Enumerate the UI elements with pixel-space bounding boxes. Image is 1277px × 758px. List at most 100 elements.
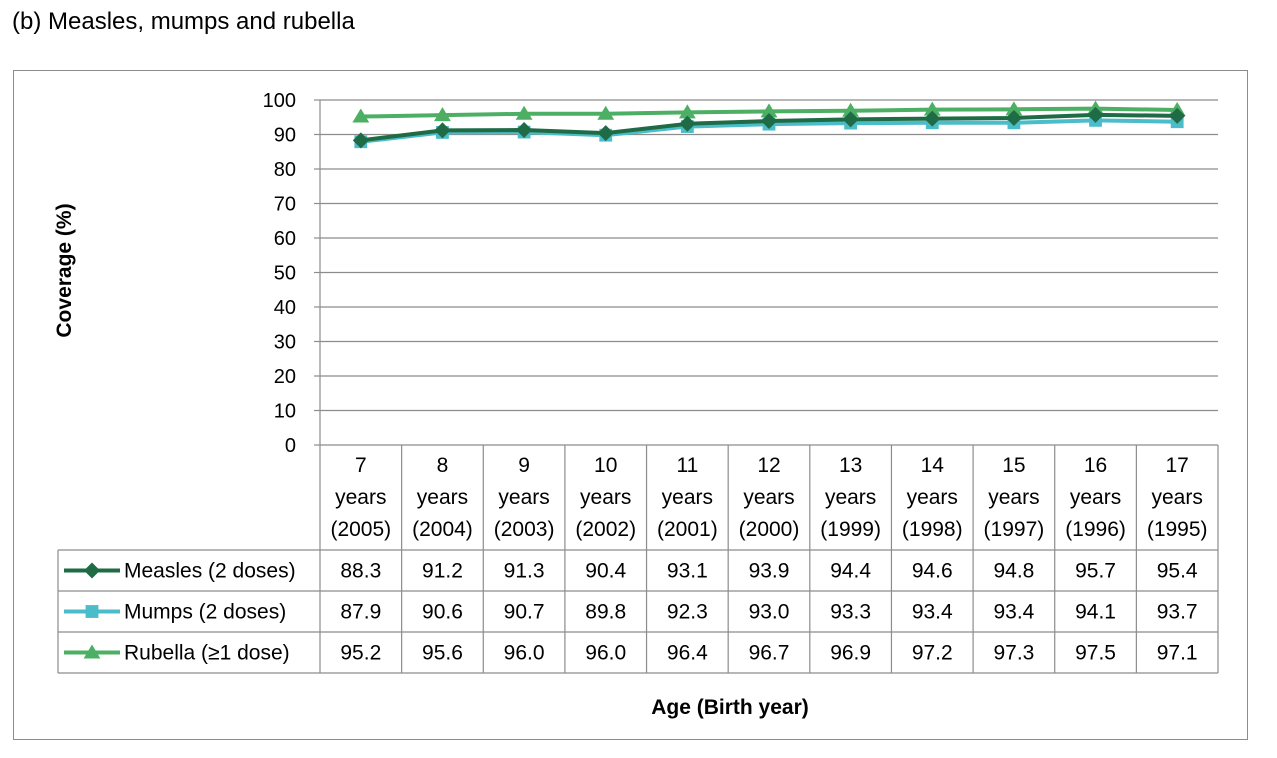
table-value: 94.4: [830, 560, 871, 583]
y-tick-label: 100: [263, 90, 296, 112]
data-point: [84, 562, 100, 579]
table-value: 93.7: [1157, 601, 1198, 624]
y-tick-label: 90: [274, 125, 296, 147]
table-value: 93.9: [749, 560, 790, 583]
table-value: 87.9: [340, 601, 381, 624]
table-value: 96.0: [504, 642, 545, 665]
legend-series-name: Mumps (2 doses): [124, 601, 286, 624]
data-point: [597, 125, 614, 142]
data-point: [1169, 107, 1186, 124]
data-point: [597, 105, 615, 120]
category-unit-label: years: [498, 486, 549, 509]
category-year-label: (2003): [494, 518, 555, 541]
table-value: 95.2: [340, 642, 381, 665]
table-value: 95.7: [1075, 560, 1116, 583]
category-age-label: 11: [676, 454, 698, 477]
data-point: [761, 113, 777, 130]
category-year-label: (2001): [657, 518, 718, 541]
legend-series-name: Rubella (≥1 dose): [124, 642, 290, 665]
category-unit-label: years: [417, 486, 468, 509]
table-value: 91.3: [504, 560, 545, 583]
category-age-label: 10: [594, 454, 617, 477]
data-point: [434, 107, 451, 122]
table-value: 97.1: [1157, 642, 1198, 665]
category-year-label: (2000): [739, 518, 800, 541]
data-point: [1005, 101, 1023, 116]
table-value: 90.7: [504, 601, 545, 624]
table-value: 90.4: [585, 560, 626, 583]
data-point: [434, 122, 451, 139]
data-point: [923, 101, 941, 116]
table-value: 96.4: [667, 642, 708, 665]
category-year-label: (1995): [1147, 518, 1208, 541]
table-value: 93.3: [830, 601, 871, 624]
data-point: [352, 132, 369, 149]
data-point: [516, 122, 533, 139]
category-unit-label: years: [988, 486, 1039, 509]
table-value: 97.2: [912, 642, 953, 665]
category-age-label: 16: [1084, 454, 1107, 477]
table-value: 96.7: [749, 642, 790, 665]
category-unit-label: years: [580, 486, 631, 509]
y-axis-label: Coverage (%): [53, 203, 76, 337]
y-tick-label: 80: [274, 159, 296, 181]
table-value: 96.9: [830, 642, 871, 665]
table-value: 93.0: [749, 601, 790, 624]
table-value: 88.3: [340, 560, 381, 583]
y-tick-label: 20: [274, 366, 296, 388]
legend-series-name: Measles (2 doses): [124, 560, 296, 583]
y-tick-label: 0: [285, 435, 296, 457]
category-unit-label: years: [825, 486, 876, 509]
data-point: [842, 111, 859, 128]
data-point: [352, 108, 370, 123]
category-age-label: 14: [921, 454, 945, 477]
table-value: 93.1: [667, 560, 708, 583]
category-year-label: (2002): [575, 518, 636, 541]
category-unit-label: years: [1070, 486, 1121, 509]
table-value: 97.5: [1075, 642, 1116, 665]
category-year-label: (1996): [1065, 518, 1126, 541]
data-point: [678, 104, 696, 119]
category-age-label: 7: [355, 454, 367, 477]
category-age-label: 17: [1166, 454, 1189, 477]
table-value: 91.2: [422, 560, 463, 583]
table-value: 93.4: [912, 601, 953, 624]
table-value: 95.6: [422, 642, 463, 665]
y-tick-label: 70: [274, 194, 296, 216]
data-point: [515, 105, 533, 120]
y-tick-label: 40: [274, 297, 296, 319]
category-unit-label: years: [1152, 486, 1203, 509]
data-point: [924, 110, 941, 127]
table-value: 94.6: [912, 560, 953, 583]
table-value: 93.4: [993, 601, 1034, 624]
figure-title: (b) Measles, mumps and rubella: [12, 8, 355, 35]
table-value: 96.0: [585, 642, 626, 665]
table-value: 90.6: [422, 601, 463, 624]
y-tick-label: 10: [274, 401, 296, 423]
data-point: [83, 644, 101, 659]
category-age-label: 8: [437, 454, 449, 477]
category-year-label: (1997): [984, 518, 1045, 541]
data-point: [85, 605, 99, 618]
category-age-label: 15: [1002, 454, 1025, 477]
category-age-label: 12: [757, 454, 780, 477]
table-value: 92.3: [667, 601, 708, 624]
category-year-label: (1998): [902, 518, 963, 541]
data-point: [1087, 106, 1104, 123]
table-value: 94.8: [993, 560, 1034, 583]
y-tick-label: 30: [274, 332, 296, 354]
x-axis-label: Age (Birth year): [651, 696, 809, 719]
data-point: [679, 115, 696, 132]
category-year-label: (1999): [820, 518, 881, 541]
data-point: [1005, 109, 1022, 126]
y-tick-label: 50: [274, 263, 296, 285]
table-value: 97.3: [993, 642, 1034, 665]
table-value: 94.1: [1075, 601, 1116, 624]
category-unit-label: years: [335, 486, 386, 509]
table-value: 95.4: [1157, 560, 1198, 583]
category-unit-label: years: [662, 486, 713, 509]
category-age-label: 9: [518, 454, 530, 477]
category-age-label: 13: [839, 454, 862, 477]
table-value: 89.8: [585, 601, 626, 624]
